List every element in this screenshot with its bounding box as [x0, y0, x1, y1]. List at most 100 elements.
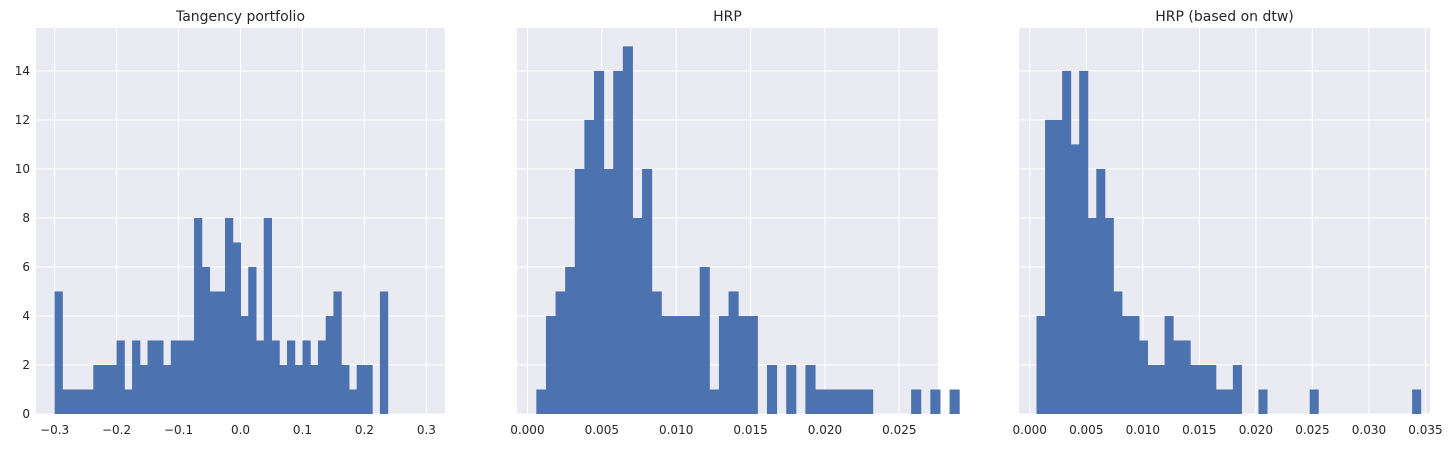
- histogram-bar: [101, 364, 110, 414]
- y-tick-label: 10: [15, 162, 30, 176]
- x-tick-label: −0.1: [164, 423, 193, 437]
- histogram-bar: [593, 70, 605, 414]
- y-tick-label: 0: [22, 407, 30, 421]
- histogram-bar: [1104, 217, 1114, 414]
- histogram-bar: [536, 389, 547, 414]
- histogram-bar: [54, 291, 63, 414]
- histogram-bar: [1198, 364, 1208, 414]
- histogram-bar: [911, 389, 922, 414]
- histogram-bar: [1173, 340, 1183, 414]
- histogram-bar: [294, 364, 303, 414]
- x-tick-label: 0.025: [882, 423, 916, 437]
- panel-hrp: 0.000 0.005 0.010 0.015 0.020 0.025 HRP: [510, 9, 960, 437]
- histogram-bar: [1207, 364, 1217, 414]
- x-tick-label: −0.3: [40, 423, 69, 437]
- histogram-bar: [155, 340, 164, 414]
- x-tick-label: 0.000: [510, 423, 544, 437]
- histogram-bar: [1096, 168, 1106, 414]
- histogram-bar: [310, 364, 319, 414]
- x-tick-label: 0.020: [808, 423, 842, 437]
- histogram-bar: [317, 340, 327, 414]
- x-ticks-hrp: 0.000 0.005 0.010 0.015 0.020 0.025: [510, 423, 916, 437]
- histogram-bar: [1070, 144, 1080, 414]
- histogram-bar: [85, 389, 94, 414]
- y-tick-label: 4: [22, 309, 30, 323]
- histogram-bar: [163, 364, 172, 414]
- histogram-bar: [728, 291, 739, 414]
- histogram-bar: [263, 217, 272, 414]
- histogram-bar: [613, 70, 624, 414]
- histogram-bar: [1232, 364, 1242, 414]
- histogram-bar: [565, 266, 576, 414]
- histogram-bar: [225, 217, 234, 414]
- x-tick-label: 0.010: [1126, 423, 1160, 437]
- histogram-bar: [124, 389, 133, 414]
- y-tick-label: 2: [22, 358, 30, 372]
- x-tick-label: 0.020: [1239, 423, 1273, 437]
- x-tick-label: 0.025: [1295, 423, 1329, 437]
- y-tick-label: 6: [22, 260, 30, 274]
- histogram-bar: [949, 389, 960, 414]
- bars-hrp-dtw: [1036, 70, 1422, 415]
- histogram-bar: [1087, 217, 1097, 414]
- histogram-bar: [661, 315, 672, 414]
- histogram-bar: [279, 364, 288, 414]
- bars-tangency: [54, 217, 389, 414]
- histogram-bar: [364, 364, 373, 414]
- histogram-bar: [1164, 315, 1174, 414]
- histogram-bar: [194, 217, 203, 414]
- histogram-bar: [232, 242, 241, 414]
- histogram-bar: [333, 291, 342, 414]
- histogram-bar: [843, 389, 854, 414]
- histogram-bar: [1190, 364, 1200, 414]
- x-tick-label: 0.1: [293, 423, 312, 437]
- histogram-bar: [209, 291, 218, 414]
- histogram-bar: [240, 315, 249, 414]
- histogram-bar: [62, 389, 71, 414]
- histogram-bar: [93, 364, 102, 414]
- histogram-bar: [186, 340, 195, 414]
- histogram-bar: [1062, 70, 1072, 414]
- histogram-bar: [863, 389, 874, 414]
- histogram-bar: [132, 340, 141, 414]
- histogram-bar: [271, 340, 280, 414]
- histogram-bar: [1309, 389, 1319, 414]
- histogram-bar: [545, 315, 557, 414]
- histogram-bar: [217, 291, 226, 414]
- histogram-bar: [834, 389, 845, 414]
- histogram-bar: [584, 119, 595, 415]
- bars-hrp: [536, 46, 960, 415]
- histogram-bar: [718, 315, 730, 414]
- y-tick-label: 14: [15, 64, 30, 78]
- histogram-bar: [603, 168, 614, 414]
- histogram-bar: [379, 291, 389, 414]
- x-tick-label: 0.2: [355, 423, 374, 437]
- histogram-bar: [286, 340, 296, 414]
- histogram-bar: [1215, 389, 1225, 414]
- histogram-bar: [1412, 389, 1422, 414]
- x-tick-label: −0.2: [102, 423, 131, 437]
- histogram-bar: [1113, 291, 1123, 414]
- histogram-bar: [1181, 340, 1191, 414]
- y-ticks-tangency: 0 2 4 6 8 10 12 14: [15, 64, 30, 421]
- histogram-bar: [699, 266, 710, 414]
- histogram-bar: [690, 315, 701, 414]
- histogram-bar: [70, 389, 79, 414]
- x-tick-label: 0.015: [733, 423, 767, 437]
- histogram-bar: [747, 315, 758, 414]
- y-tick-label: 12: [15, 113, 30, 127]
- histogram-bar: [170, 340, 180, 414]
- histogram-bar: [77, 389, 87, 414]
- x-ticks-hrp-dtw: 0.000 0.005 0.010 0.015 0.020 0.025 0.030 0.035: [1013, 423, 1443, 437]
- histogram-bar: [108, 364, 118, 414]
- x-tick-label: 0.010: [659, 423, 693, 437]
- x-tick-label: 0.3: [417, 423, 436, 437]
- histogram-bar: [147, 340, 156, 414]
- histogram-bar: [738, 315, 749, 414]
- x-tick-label: 0.015: [1182, 423, 1216, 437]
- histogram-bar: [555, 291, 566, 414]
- histogram-bar: [815, 389, 826, 414]
- histogram-bar: [116, 340, 125, 414]
- histogram-bar: [805, 364, 816, 414]
